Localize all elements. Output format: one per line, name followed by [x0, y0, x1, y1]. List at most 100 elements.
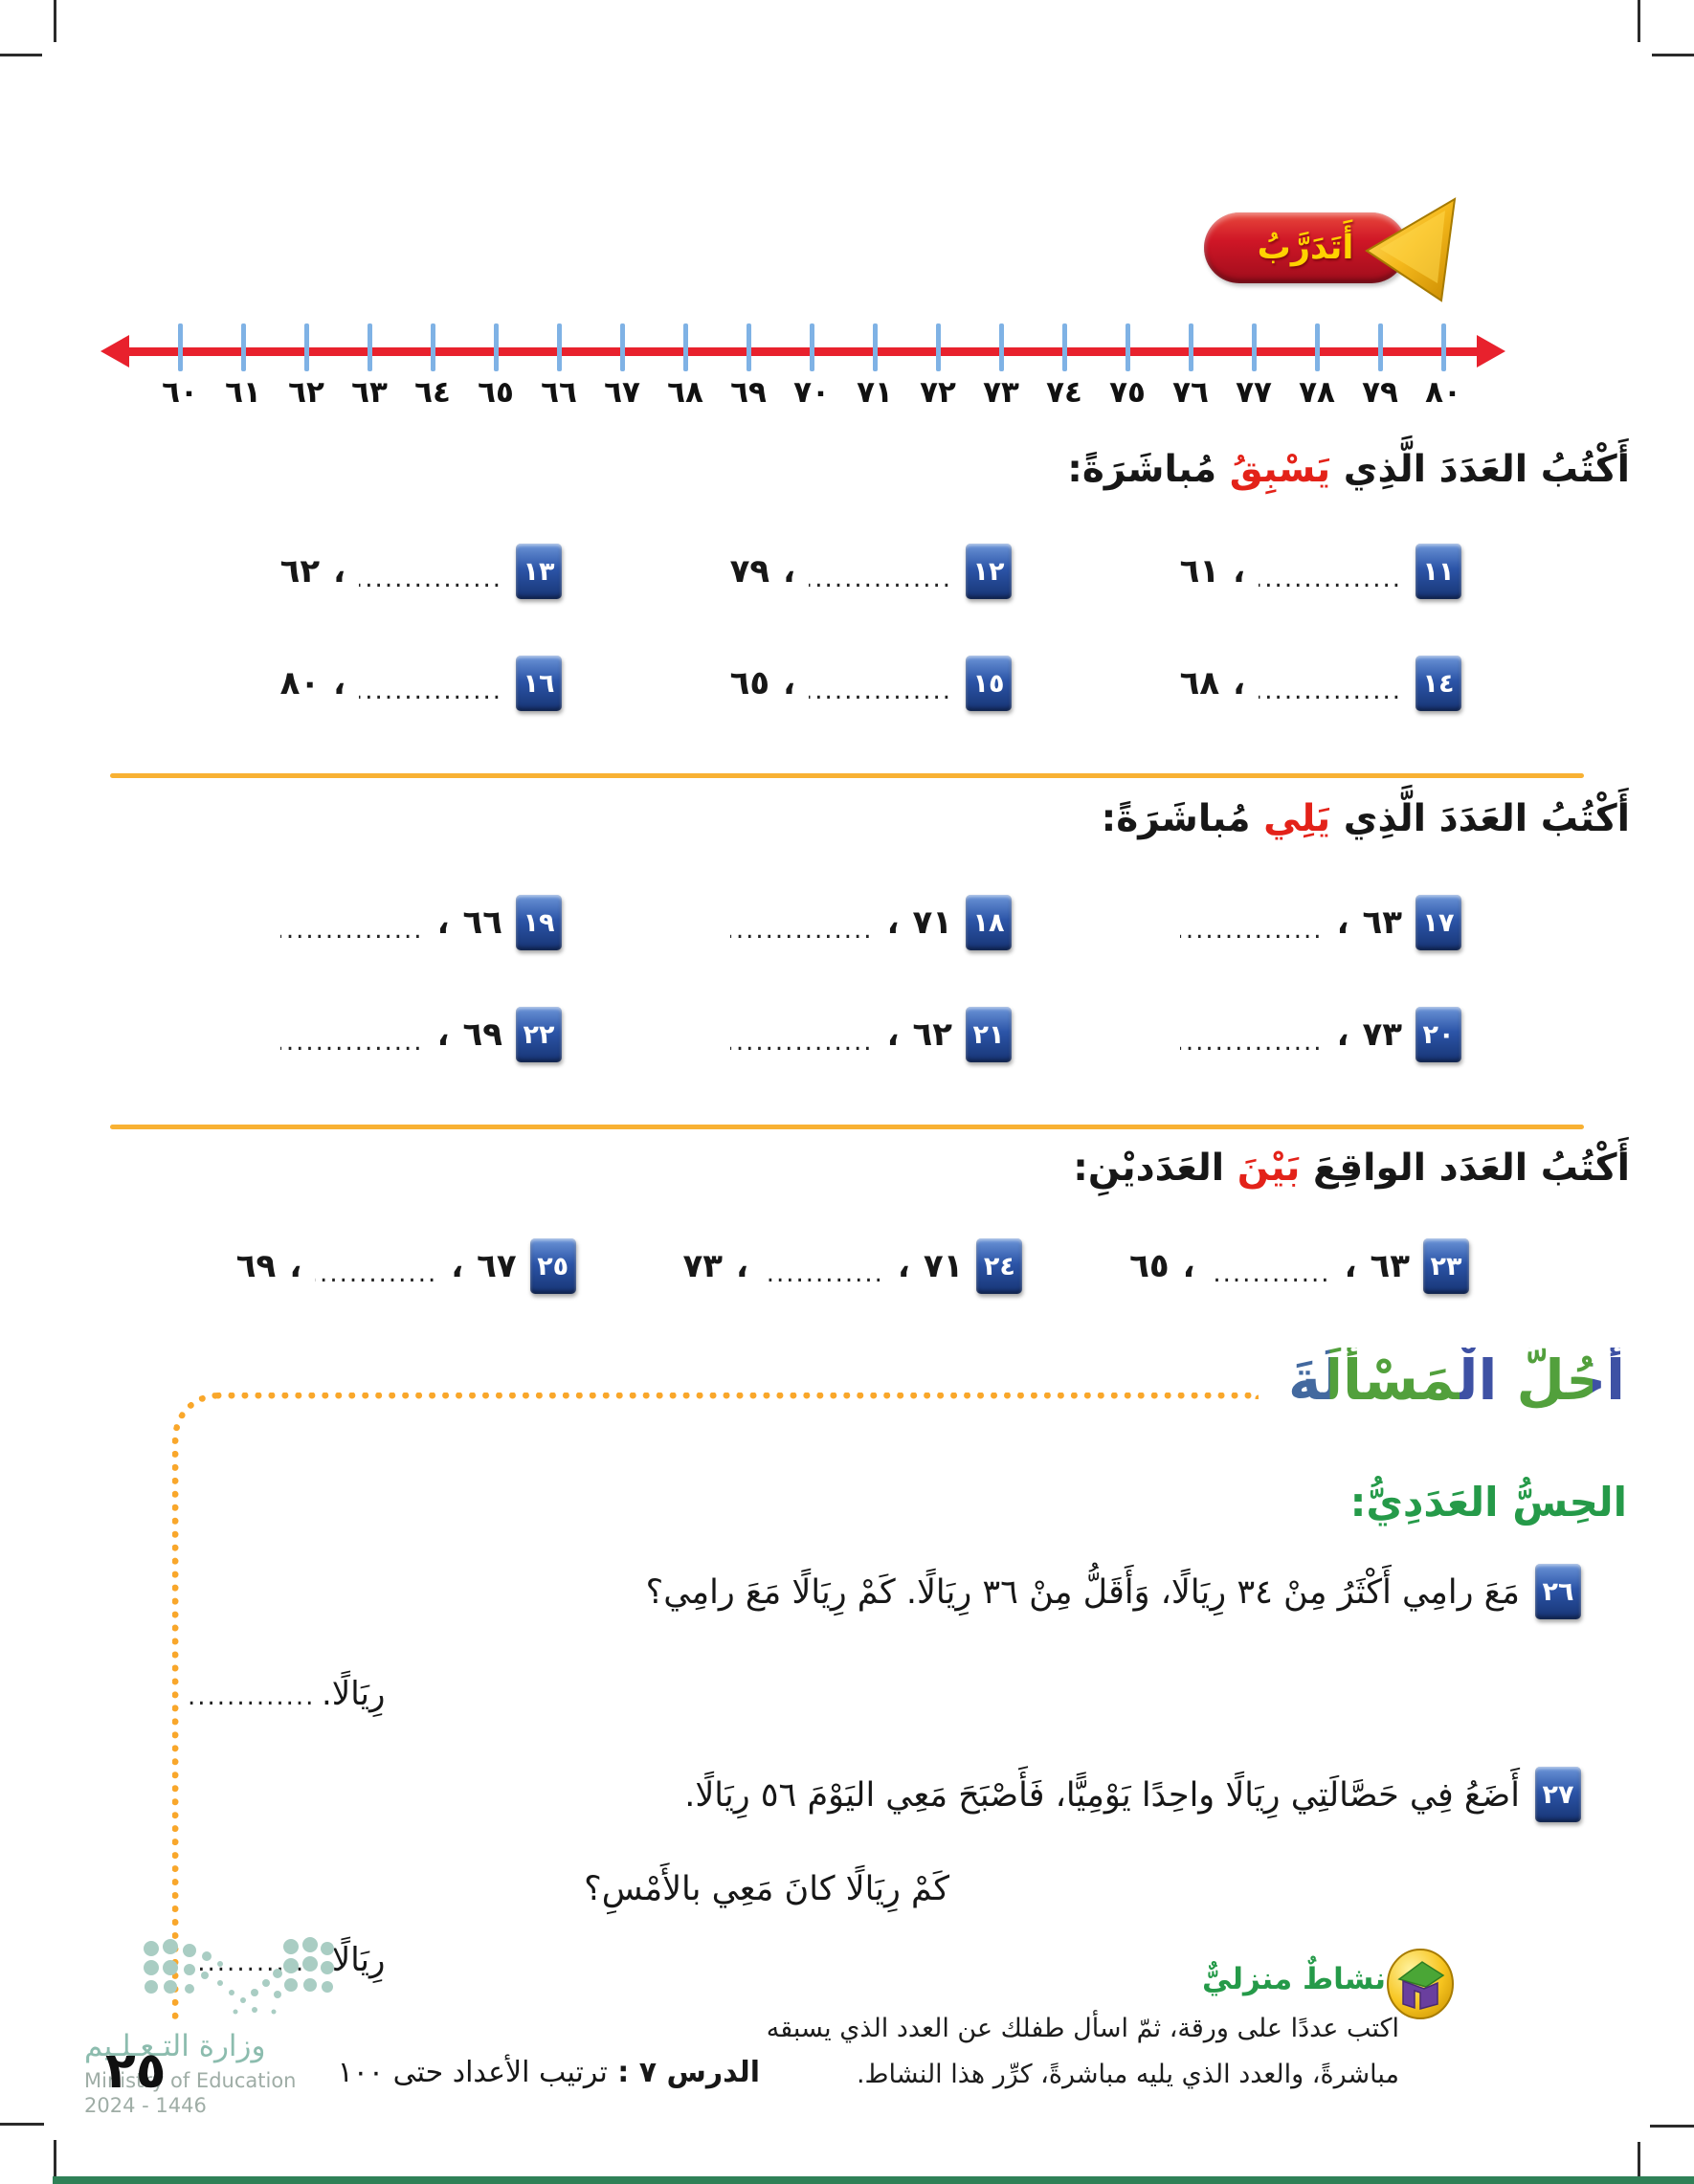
comma-separator: ،: [451, 1247, 464, 1285]
number-line-tick: [368, 323, 372, 371]
answer-blank[interactable]: ........................................: [315, 1259, 438, 1288]
number-line-label: ٧٧: [1236, 375, 1272, 410]
answer-blank[interactable]: ........................................: [1259, 565, 1402, 593]
heading-text: مُباشَرَةً:: [1067, 448, 1230, 491]
word-problem-question: كَمْ رِيَالًا كانَ مَعِي بالأَمْسِ؟: [584, 1870, 949, 1908]
number-line-label: ٦٨: [667, 375, 703, 410]
answer-blank[interactable]: ........................................: [359, 565, 502, 593]
answer-blank[interactable]: ........................................: [809, 565, 952, 593]
word-problem-text: أَضَعُ فِي حَصَّالَتِي رِيَالًا واحِدًا …: [684, 1776, 1520, 1815]
number-line-label: ٦٦: [541, 375, 577, 410]
answer-blank[interactable]: ........................................: [809, 677, 952, 705]
problem-number-badge: ١٨: [966, 895, 1012, 950]
problem-item: ٢٠ ٧٣ ،...................................…: [1012, 1005, 1461, 1064]
number-line-label: ٦٥: [478, 375, 514, 410]
number-line-tick: [1062, 323, 1067, 371]
answer-blank[interactable]: ........................................: [762, 1259, 884, 1288]
problem-number-badge: ٢٤: [976, 1238, 1023, 1294]
given-number: ٦٥: [1129, 1247, 1170, 1285]
given-number: ٦٣: [1370, 1247, 1410, 1285]
given-number: ٧٣: [1362, 1015, 1402, 1054]
number-line-tick: [683, 323, 688, 371]
problems-grid-precedes: ١١......................................…: [112, 542, 1461, 713]
section-divider: [110, 1125, 1584, 1129]
comma-separator: ،: [1344, 1247, 1357, 1285]
number-line-tick: [999, 323, 1004, 371]
given-number: ٦٨: [1179, 664, 1220, 702]
answer-blank[interactable]: ........................................: [1179, 1028, 1324, 1057]
answer-blank[interactable]: ........................................: [1179, 916, 1324, 945]
number-line-label: ٦٧: [604, 375, 640, 410]
number-line-tick: [241, 323, 246, 371]
problem-item: ١١......................................…: [1012, 542, 1461, 601]
number-line-right-arrow-icon: [1477, 335, 1505, 368]
number-line-label: ٦٣: [351, 375, 388, 410]
home-activity-line2: مباشرةً، والعدد الذي يليه مباشرةً، كرِّر…: [856, 2060, 1399, 2089]
crop-mark-top-right-v: [1638, 0, 1640, 42]
answer-blank[interactable]: ........................................: [729, 916, 874, 945]
given-number: ٧١: [912, 903, 952, 942]
section-heading-follows: أَكْتُبُ العَدَدَ الَّذِي يَلِي مُباشَرَ…: [1102, 797, 1630, 840]
given-number: ٦٢: [912, 1015, 952, 1054]
problem-number-badge: ١٥: [966, 656, 1012, 711]
number-line-label: ٧١: [857, 375, 893, 410]
heading-text: مُباشَرَةً:: [1101, 797, 1264, 840]
heading-text: أَكْتُبُ العَدَدَ الَّذِي: [1330, 448, 1630, 491]
problem-number-badge: ٢٧: [1535, 1767, 1581, 1822]
number-line-label: ٧٢: [920, 375, 956, 410]
comma-separator: ،: [436, 903, 450, 942]
ministry-name-english: Ministry of Education: [84, 2069, 297, 2092]
answer-blank[interactable]: ........................................: [1209, 1259, 1331, 1288]
practice-badge-label: أَتَدَرَّبُ: [1257, 229, 1354, 267]
home-activity-icon: [1387, 1949, 1454, 2019]
problem-number-badge: ٢٠: [1415, 1007, 1461, 1062]
lesson-label: الدرس ٧ :: [607, 2056, 760, 2089]
solve-problem-title: أَحُلُّ الْمَسْأَلَةَ: [1288, 1348, 1625, 1413]
section-heading-precedes: أَكْتُبُ العَدَدَ الَّذِي يَسْبِقُ مُباش…: [1067, 448, 1630, 491]
word-problem-27: ٢٧ أَضَعُ فِي حَصَّالَتِي رِيَالًا واحِد…: [684, 1767, 1581, 1824]
number-line-label: ٧٠: [793, 375, 830, 410]
answer-line-26: ........................................…: [188, 1667, 385, 1713]
given-number: ٦٥: [729, 664, 770, 702]
problem-number-badge: ٢٦: [1535, 1564, 1581, 1619]
number-line-tick: [873, 323, 878, 371]
comma-separator: ،: [333, 664, 345, 702]
given-number: ٧٣: [682, 1247, 723, 1285]
comma-separator: ،: [783, 664, 795, 702]
number-line-label: ٧٣: [983, 375, 1019, 410]
comma-separator: ،: [289, 1247, 302, 1285]
heading-text: أَكْتُبُ العَدَدَ الَّذِي: [1330, 797, 1630, 840]
number-line-label: ٦٤: [414, 375, 451, 410]
number-line-tick: [1126, 323, 1130, 371]
ministry-year: 2024 - 1446: [84, 2094, 207, 2117]
word-problem-26: ٢٦ مَعَ رامِي أَكْثَرُ مِنْ ٣٤ رِيَالًا،…: [646, 1564, 1581, 1621]
answer-blank[interactable]: ........................................: [359, 677, 502, 705]
number-line-tick: [620, 323, 625, 371]
problem-number-badge: ٢٢: [516, 1007, 562, 1062]
problem-number-badge: ١١: [1415, 544, 1461, 599]
answer-blank[interactable]: ........................................: [188, 1683, 314, 1711]
given-number: ٨٠: [279, 664, 321, 702]
answer-blank[interactable]: ........................................: [279, 1028, 424, 1057]
crop-mark-bottom-left-h: [0, 2123, 44, 2126]
problem-number-badge: ٢١: [966, 1007, 1012, 1062]
comma-separator: ،: [1233, 552, 1245, 591]
number-line-tick: [810, 323, 814, 371]
problem-number-badge: ١٧: [1415, 895, 1461, 950]
practice-arrow-icon: [1365, 197, 1457, 302]
lesson-footer: الدرس ٧ : ترتيب الأعداد حتى ١٠٠: [249, 2056, 760, 2089]
answer-blank[interactable]: ........................................: [729, 1028, 874, 1057]
answer-blank[interactable]: ........................................: [1259, 677, 1402, 705]
comma-separator: ،: [897, 1247, 910, 1285]
ministry-logo-dots: [144, 1937, 334, 2015]
word-problem-text: مَعَ رامِي أَكْثَرُ مِنْ ٣٤ رِيَالًا، وَ…: [645, 1573, 1520, 1612]
number-line-tick: [1378, 323, 1383, 371]
crop-mark-bottom-right-v: [1638, 2142, 1640, 2184]
section-divider: [110, 773, 1584, 778]
problems-grid-follows: ١٧ ٦٣ ،...................................…: [112, 893, 1461, 1064]
number-line-label: ٧٤: [1046, 375, 1082, 410]
number-line-tick: [304, 323, 309, 371]
number-line-tick: [747, 323, 751, 371]
comma-separator: ،: [735, 1247, 748, 1285]
answer-blank[interactable]: ........................................: [279, 916, 424, 945]
